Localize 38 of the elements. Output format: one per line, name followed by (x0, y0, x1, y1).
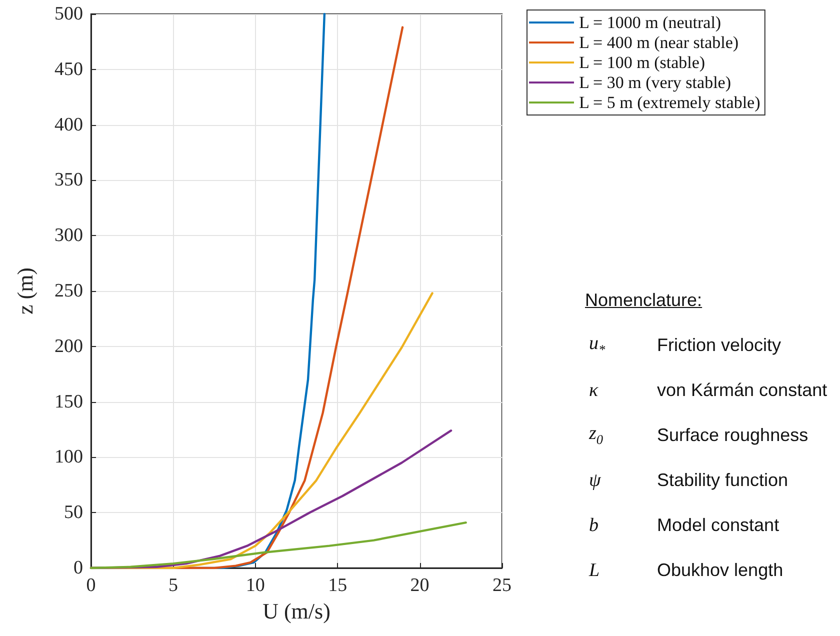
text: Obukhov length (657, 560, 784, 581)
y-tick-label: 50 (64, 502, 83, 524)
text: z$_{0}$ (588, 423, 604, 448)
legend-label: L = 1000 m (neutral) (579, 13, 722, 32)
text: L (588, 560, 601, 582)
x-axis-title: U (m/s) (262, 598, 330, 624)
legend-label: L = 30 m (very stable) (579, 73, 731, 92)
text: Model constant (657, 515, 780, 536)
text: κ (588, 380, 600, 402)
x-tick-label: 5 (168, 575, 178, 596)
text: Friction velocity (657, 335, 782, 356)
text: b (588, 514, 600, 536)
text: von Kármán constant (657, 380, 828, 401)
y-tick-label: 350 (54, 170, 83, 191)
x-tick-label: 10 (246, 575, 265, 596)
text: u$_{*}$ (588, 333, 606, 358)
x-tick-label: 20 (410, 575, 430, 596)
y-tick-label: 150 (54, 391, 83, 412)
y-tick-label: 0 (74, 558, 83, 578)
text: Surface roughness (657, 425, 808, 446)
y-tick-label: 200 (54, 336, 83, 357)
y-tick-label: 100 (54, 446, 83, 468)
x-tick-label: 0 (86, 575, 96, 596)
text: Stability function (657, 470, 788, 491)
y-tick-label: 250 (54, 280, 83, 302)
legend-label: L = 400 m (near stable) (579, 33, 739, 52)
line-series (90, 521, 467, 570)
y-tick-label: 300 (54, 225, 83, 246)
y-axis-title: z (m) (12, 267, 38, 315)
legend-label: L = 100 m (stable) (579, 53, 706, 72)
legend-label: L = 5 m (extremely stable) (579, 93, 760, 112)
y-tick-label: 500 (54, 4, 83, 24)
text: ψ (588, 470, 602, 492)
y-tick-label: 450 (54, 58, 83, 80)
text: Nomenclature: (585, 290, 704, 311)
x-tick-label: 25 (492, 575, 512, 596)
x-tick-label: 15 (328, 575, 348, 596)
y-tick-label: 400 (54, 114, 83, 136)
